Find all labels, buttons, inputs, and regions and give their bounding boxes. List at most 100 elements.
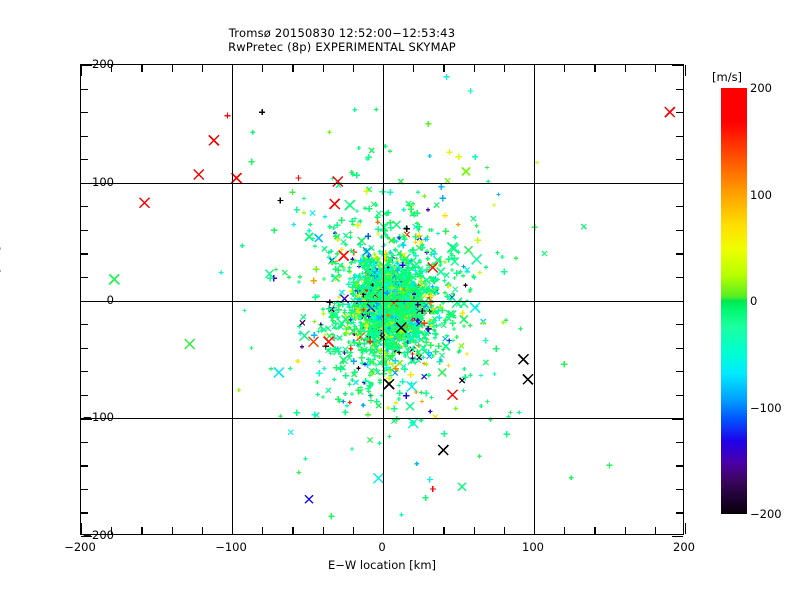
x-tick-top bbox=[141, 65, 143, 72]
x-tick-bottom bbox=[352, 527, 354, 534]
x-tick-bottom bbox=[564, 527, 566, 534]
y-tick-left bbox=[81, 371, 88, 373]
y-tick-left bbox=[81, 300, 92, 302]
x-tick-top bbox=[201, 65, 203, 72]
y-tick-left bbox=[81, 206, 88, 208]
x-tick-bottom bbox=[654, 527, 656, 534]
x-tick-bottom bbox=[81, 523, 83, 534]
x-tick-top bbox=[262, 65, 264, 72]
y-tick-left bbox=[81, 276, 88, 279]
y-tick-right bbox=[676, 394, 683, 396]
y-tick-right bbox=[672, 418, 683, 420]
x-tick-bottom bbox=[262, 527, 264, 534]
y-tick-right bbox=[672, 65, 683, 67]
y-tick-left bbox=[81, 394, 88, 396]
x-tick-top bbox=[594, 65, 596, 72]
x-tick-top bbox=[503, 65, 505, 72]
x-tick-bottom bbox=[232, 523, 234, 534]
x-tick-bottom bbox=[624, 527, 626, 534]
x-tick-top bbox=[322, 65, 324, 72]
y-tick-right bbox=[676, 112, 683, 114]
x-tick-bottom bbox=[685, 523, 687, 534]
y-tick-left bbox=[81, 512, 88, 514]
colorbar-tick-label: −100 bbox=[750, 400, 782, 415]
x-tick-label: 200 bbox=[673, 540, 695, 554]
y-tick-label: −200 bbox=[82, 528, 114, 542]
x-tick-top bbox=[111, 65, 113, 72]
gridline-vertical bbox=[232, 65, 233, 534]
x-tick-top bbox=[171, 65, 173, 72]
x-tick-label: −200 bbox=[64, 540, 96, 554]
x-tick-top bbox=[473, 65, 475, 72]
y-tick-left bbox=[81, 347, 88, 349]
y-tick-left bbox=[81, 65, 92, 67]
x-tick-top bbox=[654, 65, 656, 72]
gridline-horizontal bbox=[81, 182, 683, 184]
x-axis-title: E−W location [km] bbox=[327, 558, 437, 572]
x-tick-top bbox=[352, 65, 354, 72]
y-tick-left bbox=[81, 112, 88, 114]
x-tick-bottom bbox=[503, 527, 505, 534]
y-tick-right bbox=[672, 300, 683, 302]
colorbar-tick-label: 200 bbox=[750, 81, 772, 95]
y-tick-right bbox=[676, 206, 683, 208]
x-tick-bottom bbox=[413, 527, 415, 534]
y-tick-right bbox=[676, 253, 683, 255]
title-line-2: RwPretec (8p) EXPERIMENTAL SKYMAP bbox=[228, 39, 456, 54]
y-tick-left bbox=[81, 135, 88, 137]
x-tick-bottom bbox=[171, 527, 173, 534]
x-tick-top bbox=[564, 65, 566, 72]
x-tick-top bbox=[232, 65, 234, 76]
title-line-1: Tromsø 20150830 12:52:00−12:53:43 bbox=[228, 26, 456, 40]
colorbar bbox=[721, 88, 747, 514]
y-tick-left bbox=[81, 536, 92, 538]
y-tick-left bbox=[81, 324, 88, 326]
colorbar-tick-label: 100 bbox=[750, 187, 772, 202]
y-tick-right bbox=[676, 276, 683, 279]
plot-area bbox=[81, 65, 683, 534]
y-tick-left bbox=[81, 441, 88, 443]
figure-title: Tromsø 20150830 12:52:00−12:53:43 RwPret… bbox=[0, 26, 684, 54]
y-tick-left bbox=[81, 182, 92, 185]
x-tick-bottom bbox=[383, 523, 385, 534]
gridline-vertical bbox=[383, 65, 384, 534]
gridline-horizontal bbox=[81, 418, 683, 420]
x-tick-bottom bbox=[201, 527, 203, 534]
y-tick-right bbox=[676, 465, 683, 467]
x-tick-top bbox=[685, 65, 687, 76]
x-tick-label: −100 bbox=[215, 540, 247, 554]
x-tick-bottom bbox=[111, 527, 113, 534]
y-tick-label: 100 bbox=[92, 174, 114, 189]
colorbar-tick-label: 0 bbox=[750, 294, 758, 308]
gridline-horizontal bbox=[81, 300, 683, 302]
x-tick-top bbox=[413, 65, 415, 72]
x-tick-bottom bbox=[292, 527, 294, 534]
x-tick-top bbox=[383, 65, 385, 76]
y-tick-label: 0 bbox=[106, 292, 114, 307]
y-axis-title: N−S location [km] bbox=[0, 246, 2, 352]
colorbar-unit-label: [m/s] bbox=[712, 70, 743, 84]
x-tick-bottom bbox=[473, 527, 475, 534]
colorbar-tick-label: −200 bbox=[750, 507, 782, 521]
x-tick-bottom bbox=[322, 527, 324, 534]
x-tick-bottom bbox=[141, 527, 143, 534]
y-tick-right bbox=[676, 135, 683, 137]
x-tick-label: 100 bbox=[522, 540, 544, 554]
x-tick-bottom bbox=[443, 527, 445, 534]
y-tick-left bbox=[81, 159, 88, 161]
y-tick-right bbox=[676, 371, 683, 373]
y-tick-right bbox=[676, 159, 683, 161]
x-tick-top bbox=[534, 65, 536, 76]
y-tick-right bbox=[672, 182, 683, 185]
x-tick-bottom bbox=[594, 527, 596, 534]
x-tick-label: 0 bbox=[378, 540, 386, 554]
plot-frame bbox=[80, 64, 687, 538]
y-tick-left bbox=[81, 229, 88, 232]
x-tick-top bbox=[292, 65, 294, 72]
x-tick-top bbox=[624, 65, 626, 72]
y-tick-left bbox=[81, 465, 88, 467]
y-tick-right bbox=[672, 536, 683, 538]
y-tick-right bbox=[676, 441, 683, 443]
y-tick-right bbox=[676, 488, 683, 491]
